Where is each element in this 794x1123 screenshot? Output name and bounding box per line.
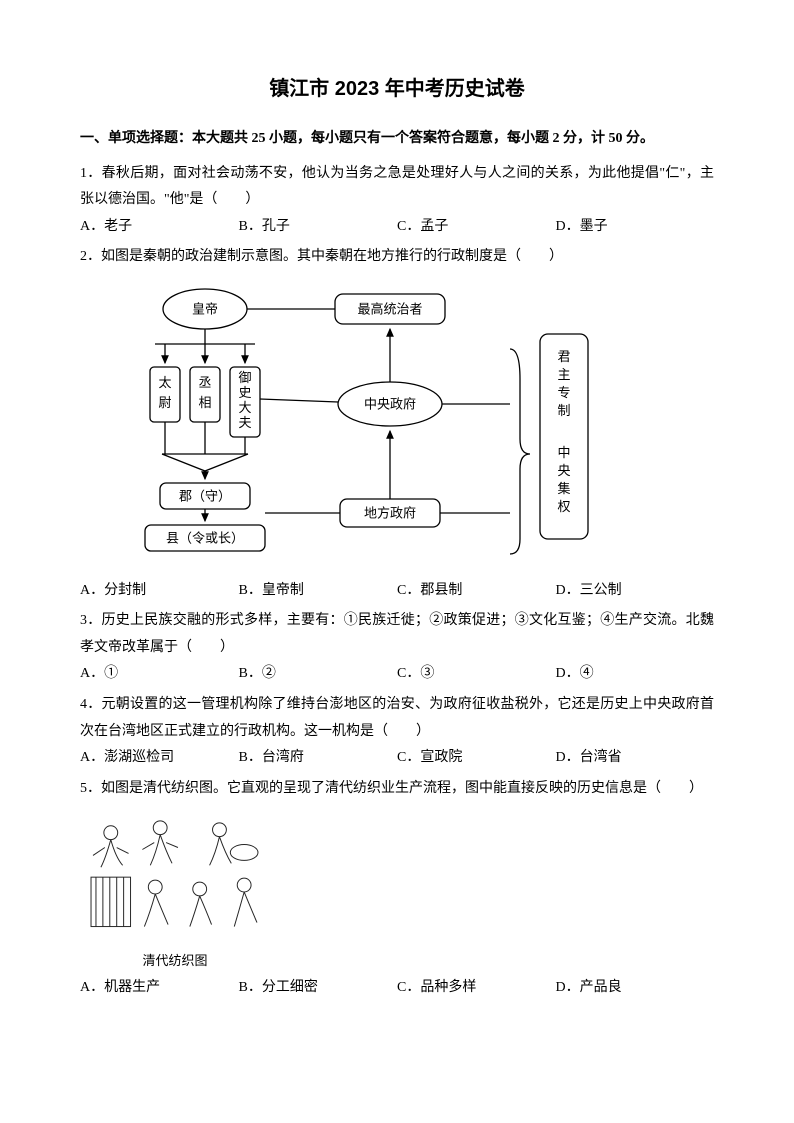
node-local: 地方政府 xyxy=(364,505,416,520)
question-3-text: 3．历史上民族交融的形式多样，主要有：①民族迁徙；②政策促进；③文化互鉴；④生产… xyxy=(80,608,714,661)
q2-option-d: D．三公制 xyxy=(556,578,715,605)
node-yushi-3: 大 xyxy=(238,400,251,415)
node-yushi-1: 御 xyxy=(238,370,251,385)
q2-option-b: B．皇帝制 xyxy=(239,578,398,605)
right-8: 权 xyxy=(557,499,570,514)
question-1: 1．春秋后期，面对社会动荡不安，他认为当务之急是处理好人与人之间的关系，为此他提… xyxy=(80,161,714,241)
q1-option-a: A．老子 xyxy=(80,214,239,241)
q1-option-c: C．孟子 xyxy=(397,214,556,241)
question-2: 2．如图是秦朝的政治建制示意图。其中秦朝在地方推行的行政制度是（ ） 皇帝 最高… xyxy=(80,244,714,604)
page-title: 镇江市 2023 年中考历史试卷 xyxy=(80,70,714,108)
q4-option-d: D．台湾省 xyxy=(556,745,715,772)
question-1-options: A．老子 B．孔子 C．孟子 D．墨子 xyxy=(80,214,714,241)
q1-option-b: B．孔子 xyxy=(239,214,398,241)
node-supreme: 最高统治者 xyxy=(357,301,422,316)
textile-caption: 清代纺织图 xyxy=(142,949,207,974)
node-emperor: 皇帝 xyxy=(192,301,218,316)
question-4-text: 4．元朝设置的这一管理机构除了维持台澎地区的治安、为政府征收盐税外，它还是历史上… xyxy=(80,692,714,745)
question-4-options: A．澎湖巡检司 B．台湾府 C．宣政院 D．台湾省 xyxy=(80,745,714,772)
q5-option-a: A．机器生产 xyxy=(80,975,239,1002)
node-xian: 县（令或长） xyxy=(166,530,244,545)
right-6: 央 xyxy=(557,463,570,478)
node-yushi-4: 夫 xyxy=(238,415,251,430)
question-1-text: 1．春秋后期，面对社会动荡不安，他认为当务之急是处理好人与人之间的关系，为此他提… xyxy=(80,161,714,214)
node-yushi-2: 史 xyxy=(238,385,251,400)
q2-option-c: C．郡县制 xyxy=(397,578,556,605)
node-taiwei-1: 太 xyxy=(158,375,171,390)
question-3-options: A．① B．② C．③ D．④ xyxy=(80,661,714,688)
question-5-options: A．机器生产 B．分工细密 C．品种多样 D．产品良 xyxy=(80,975,714,1002)
textile-sketch-icon xyxy=(80,808,270,946)
q1-option-d: D．墨子 xyxy=(556,214,715,241)
node-jun: 郡（守） xyxy=(179,488,231,503)
node-chengxiang-1: 丞 xyxy=(198,375,211,390)
question-2-options: A．分封制 B．皇帝制 C．郡县制 D．三公制 xyxy=(80,578,714,605)
right-1: 君 xyxy=(557,349,570,364)
q5-option-b: B．分工细密 xyxy=(239,975,398,1002)
q5-option-c: C．品种多样 xyxy=(397,975,556,1002)
q4-option-a: A．澎湖巡检司 xyxy=(80,745,239,772)
q4-option-b: B．台湾府 xyxy=(239,745,398,772)
question-5: 5．如图是清代纺织图。它直观的呈现了清代纺织业生产流程，图中能直接反映的历史信息… xyxy=(80,776,714,1002)
right-5: 中 xyxy=(557,445,570,460)
right-7: 集 xyxy=(557,481,570,496)
question-2-text: 2．如图是秦朝的政治建制示意图。其中秦朝在地方推行的行政制度是（ ） xyxy=(80,244,714,271)
qin-diagram-svg: 皇帝 最高统治者 太 尉 丞 相 御 史 大 夫 xyxy=(110,279,630,559)
right-2: 主 xyxy=(557,367,570,382)
q3-option-d: D．④ xyxy=(556,661,715,688)
q3-option-a: A．① xyxy=(80,661,239,688)
section-heading: 一、单项选择题：本大题共 25 小题，每小题只有一个答案符合题意，每小题 2 分… xyxy=(80,126,714,153)
right-3: 专 xyxy=(557,385,570,400)
textile-image: 清代纺织图 xyxy=(80,808,270,973)
q3-option-b: B．② xyxy=(239,661,398,688)
q4-option-c: C．宣政院 xyxy=(397,745,556,772)
q2-option-a: A．分封制 xyxy=(80,578,239,605)
question-4: 4．元朝设置的这一管理机构除了维持台澎地区的治安、为政府征收盐税外，它还是历史上… xyxy=(80,692,714,772)
node-chengxiang-2: 相 xyxy=(198,395,211,410)
question-5-text: 5．如图是清代纺织图。它直观的呈现了清代纺织业生产流程，图中能直接反映的历史信息… xyxy=(80,776,714,803)
qin-diagram: 皇帝 最高统治者 太 尉 丞 相 御 史 大 夫 xyxy=(110,279,630,570)
node-central: 中央政府 xyxy=(364,396,416,411)
node-taiwei-2: 尉 xyxy=(158,395,171,410)
right-4: 制 xyxy=(557,403,570,418)
question-3: 3．历史上民族交融的形式多样，主要有：①民族迁徙；②政策促进；③文化互鉴；④生产… xyxy=(80,608,714,688)
q3-option-c: C．③ xyxy=(397,661,556,688)
q5-option-d: D．产品良 xyxy=(556,975,715,1002)
